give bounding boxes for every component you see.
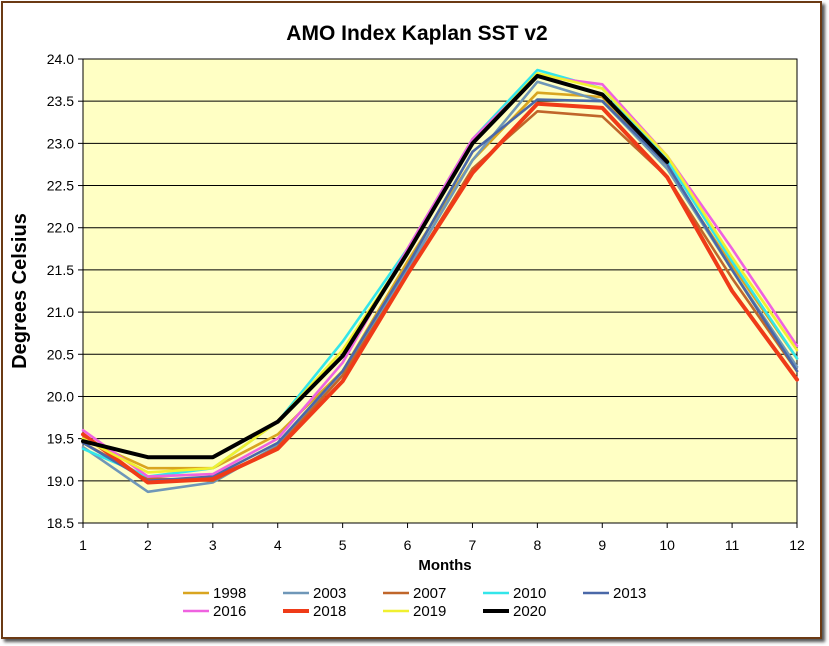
plot-border (82, 58, 798, 524)
y-tick-label: 18.5 (47, 515, 74, 531)
x-tick-label: 5 (339, 537, 347, 553)
legend-label-2013: 2013 (613, 585, 646, 602)
x-tick-label: 12 (789, 537, 805, 553)
plot-background (83, 59, 797, 523)
y-tick-label: 20.0 (47, 388, 74, 404)
y-tick-label: 22.5 (47, 178, 74, 194)
x-tick-label: 11 (725, 537, 740, 553)
x-axis-label: Months (418, 557, 471, 574)
x-tick-label: 9 (598, 537, 606, 553)
x-tick-label: 10 (659, 537, 675, 553)
legend-label-2016: 2016 (213, 603, 246, 620)
series-line-2013 (81, 98, 799, 483)
x-tick-label: 8 (533, 537, 541, 553)
x-tick-label: 2 (144, 537, 152, 553)
y-tick-label: 20.5 (47, 346, 74, 362)
series-line-2020 (81, 73, 670, 460)
legend-label-2020: 2020 (513, 603, 546, 620)
x-tick-label: 1 (79, 537, 87, 553)
series-line-2003 (81, 80, 799, 494)
legend-label-2018: 2018 (313, 603, 346, 620)
y-tick-label: 21.5 (47, 262, 74, 278)
x-tick-label: 3 (209, 537, 217, 553)
legend-label-1998: 1998 (213, 585, 246, 602)
y-tick-label: 23.5 (47, 93, 74, 109)
y-tick-label: 22.0 (47, 220, 74, 236)
series-line-2018 (81, 101, 799, 485)
legend-label-2010: 2010 (513, 585, 546, 602)
y-axis-label: Degrees Celsius (9, 213, 31, 369)
legend-label-2007: 2007 (413, 585, 446, 602)
chart-title: AMO Index Kaplan SST v2 (286, 22, 547, 45)
legend-label-2019: 2019 (413, 603, 446, 620)
x-tick-label: 4 (274, 537, 282, 553)
y-tick-label: 21.0 (47, 304, 74, 320)
y-tick-label: 24.0 (47, 51, 74, 67)
legend-label-2003: 2003 (313, 585, 346, 602)
x-tick-label: 7 (469, 537, 477, 553)
legend: 1998 2003 2007 2010 2013 2016 2018 2019 2020 (183, 585, 646, 620)
y-tick-label: 19.5 (47, 431, 74, 447)
y-tick-label: 19.0 (47, 473, 74, 489)
y-tick-label: 23.0 (47, 135, 74, 151)
plot-area: 18.5 19.0 19.5 20.0 20.5 21.0 21.5 22.0 22.5 23.0… (47, 51, 805, 553)
x-tick-label: 6 (404, 537, 412, 553)
